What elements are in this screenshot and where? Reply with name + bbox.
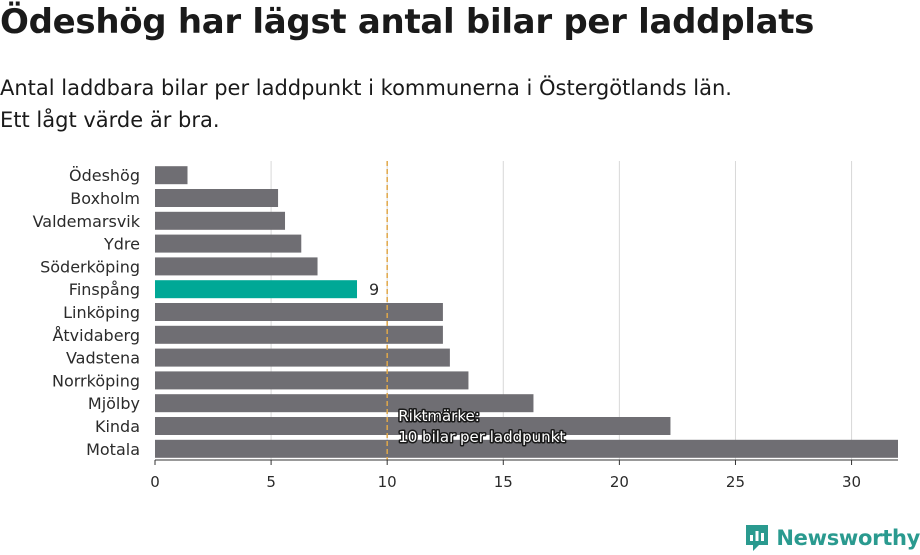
category-label: Norrköping [52,371,140,390]
category-label: Ödeshög [69,166,140,185]
x-tick-label: 0 [150,473,160,491]
bar [155,234,302,253]
x-tick-label: 10 [378,473,397,491]
bar [155,417,671,435]
chart-title: Ödeshög har lägst antal bilar per laddpl… [0,2,815,42]
x-tick-label: 15 [494,473,513,491]
category-label: Mjölby [88,394,140,413]
reference-annotation-line: Riktmärke: [398,407,480,425]
subtitle-line-2: Ett lågt värde är bra. [0,108,220,132]
category-label: Vadstena [66,349,140,368]
category-label: Linköping [63,303,140,322]
category-label: Ydre [103,235,140,254]
reference-annotation-line: 10 bilar per laddpunkt [398,428,565,446]
reference-annotation: Riktmärke: 10 bilar per laddpunkt [398,407,565,446]
brand-logo: Newsworthy [744,521,920,555]
bar [155,211,286,230]
bar [155,189,279,207]
x-tick-label: 25 [726,473,745,491]
bar [155,439,898,458]
bar [155,325,443,344]
category-label: Finspång [69,280,140,299]
category-label: Åtvidaberg [52,326,140,345]
subtitle-line-1: Antal laddbara bilar per laddpunkt i kom… [0,76,732,100]
x-tick-label: 5 [266,473,276,491]
bar-chart: Ödeshög Boxholm Valdemarsvik Ydre Söderköpin… [33,161,898,491]
brand-name: Newsworthy [776,526,920,550]
category-label: Boxholm [70,189,140,208]
bar-highlighted [155,280,358,299]
bar [155,394,534,413]
x-tick-label: 30 [842,473,861,491]
x-tick-label: 20 [610,473,629,491]
bar [155,166,188,185]
category-label: Valdemarsvik [33,212,141,231]
chart-subtitle: Antal laddbara bilar per laddpunkt i kom… [0,72,732,136]
category-label: Motala [86,440,140,459]
newsworthy-logo-icon [746,525,769,551]
category-label: Kinda [95,417,140,436]
category-label: Söderköping [40,257,140,276]
bar [155,371,469,390]
data-label: 9 [369,280,379,299]
bar [155,257,318,276]
bar [155,348,450,367]
bar [155,303,443,321]
